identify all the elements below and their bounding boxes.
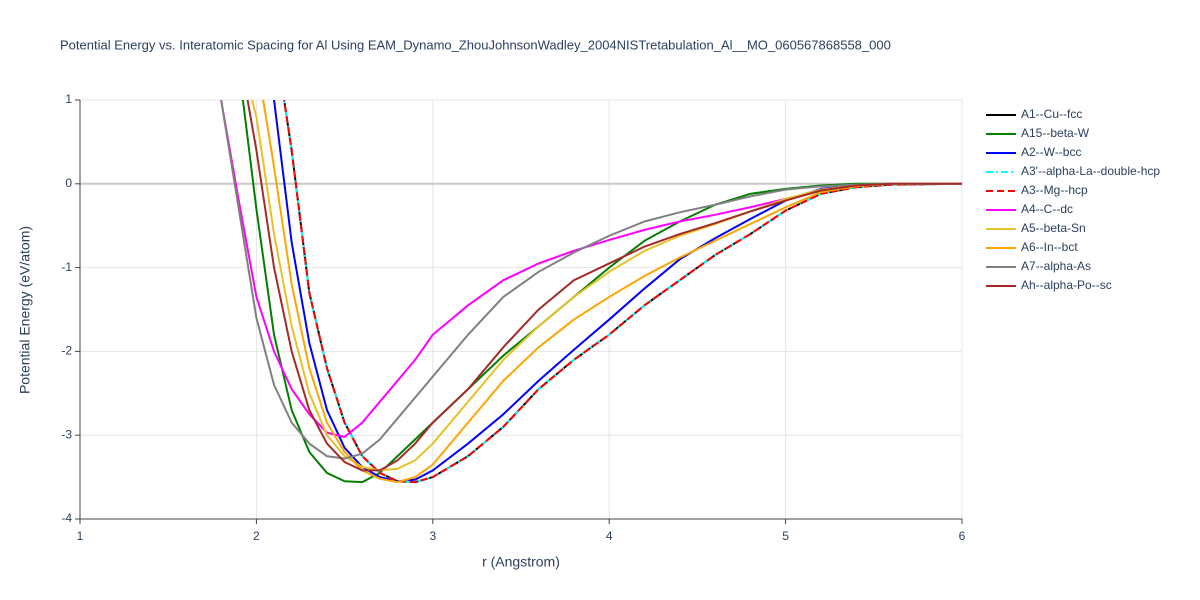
legend-label: A7--alpha-As bbox=[1021, 259, 1091, 273]
y-tick-label: -1 bbox=[61, 260, 72, 274]
legend-label: A1--Cu--fcc bbox=[1021, 107, 1082, 121]
x-tick-label: 2 bbox=[253, 529, 260, 543]
series-line bbox=[246, 100, 962, 472]
legend-label: A4--C--dc bbox=[1021, 202, 1073, 216]
legend-label: A2--W--bcc bbox=[1021, 145, 1081, 159]
legend: A1--Cu--fcc A15--beta-W A2--W--bcc A3'--alp… bbox=[986, 107, 1160, 292]
y-tick-label: 1 bbox=[65, 92, 72, 106]
series-line bbox=[273, 100, 962, 483]
legend-label: A3'--alpha-La--double-hcp bbox=[1021, 164, 1160, 178]
series-line bbox=[250, 100, 962, 472]
series-line bbox=[283, 100, 962, 484]
y-tick-label: -2 bbox=[61, 344, 72, 358]
y-tick-label: -4 bbox=[61, 511, 72, 525]
legend-label: A5--beta-Sn bbox=[1021, 221, 1086, 235]
x-tick-label: 3 bbox=[429, 529, 436, 543]
x-tick-label: 5 bbox=[782, 529, 789, 543]
x-tick-label: 1 bbox=[77, 529, 84, 543]
legend-label: A15--beta-W bbox=[1021, 126, 1090, 140]
series-line bbox=[283, 100, 962, 484]
series-line bbox=[283, 100, 962, 484]
y-tick-label: 0 bbox=[65, 176, 72, 190]
x-axis-title: r (Angstrom) bbox=[482, 554, 560, 570]
y-axis-title: Potential Energy (eV/atom) bbox=[17, 226, 33, 394]
grid: 1 2 3 4 5 6 -4 -3 -2 -1 0 1 bbox=[61, 92, 965, 543]
legend-label: A6--In--bct bbox=[1021, 240, 1078, 254]
chart-title: Potential Energy vs. Interatomic Spacing… bbox=[60, 37, 891, 52]
series-line bbox=[241, 100, 962, 484]
series-line bbox=[262, 100, 962, 484]
legend-label: A3--Mg--hcp bbox=[1021, 183, 1088, 197]
series-line bbox=[220, 100, 962, 438]
plot-area bbox=[220, 100, 962, 484]
series-line bbox=[220, 100, 962, 460]
legend-label: Ah--alpha-Po--sc bbox=[1021, 278, 1112, 292]
x-tick-label: 6 bbox=[959, 529, 966, 543]
y-tick-label: -3 bbox=[61, 427, 72, 441]
x-tick-label: 4 bbox=[606, 529, 613, 543]
